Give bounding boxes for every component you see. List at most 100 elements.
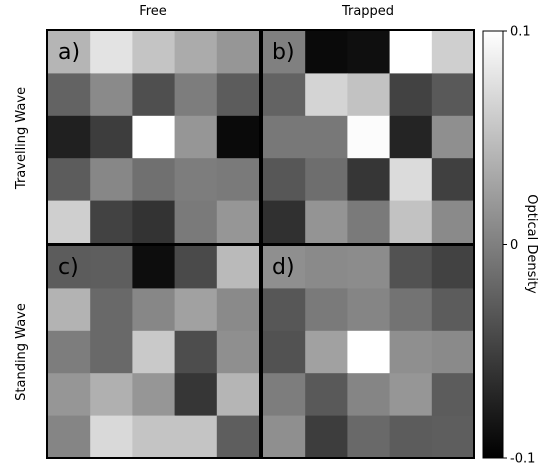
cell-a-r4-c1 [90, 200, 133, 244]
cell-b-r0-c1 [305, 31, 348, 74]
column-title-trapped: Trapped [341, 4, 394, 19]
cell-c-r4-c3 [174, 415, 218, 459]
cell-c-r2-c3 [174, 330, 218, 374]
cell-a-r2-c2 [132, 115, 176, 159]
cell-d-r3-c2 [347, 373, 391, 417]
panel-label-c: c) [58, 255, 79, 280]
cell-d-r3-c4 [431, 373, 475, 417]
cell-a-r3-c1 [90, 158, 133, 202]
row-title-travelling-wave: Travelling Wave [14, 87, 29, 190]
cell-b-r2-c1 [305, 115, 348, 159]
cell-d-r0-c4 [431, 246, 475, 289]
cell-a-r3-c0 [48, 158, 91, 202]
cell-d-r1-c1 [305, 288, 348, 332]
column-title-free: Free [139, 4, 167, 19]
cell-a-r0-c3 [174, 31, 218, 74]
colorbar-tick-label-2: -0.1 [510, 452, 535, 467]
cell-d-r0-c2 [347, 246, 391, 289]
cell-a-r4-c0 [48, 200, 91, 244]
cell-d-r4-c2 [347, 415, 391, 459]
cell-d-r0-c1 [305, 246, 348, 289]
cell-a-r4-c2 [132, 200, 176, 244]
panel-label-a: a) [58, 40, 80, 65]
cell-d-r2-c4 [431, 330, 475, 374]
cell-d-r4-c4 [431, 415, 475, 459]
panel-label-d: d) [272, 255, 295, 280]
colorbar-tick-label-1: 0 [510, 238, 518, 253]
cell-c-r3-c2 [132, 373, 176, 417]
cell-b-r1-c0 [263, 73, 306, 117]
cell-d-r4-c0 [263, 415, 306, 459]
cell-c-r2-c0 [48, 330, 91, 374]
cell-a-r2-c4 [216, 115, 260, 159]
cell-c-r1-c4 [216, 288, 260, 332]
cell-c-r3-c4 [216, 373, 260, 417]
panel-frame-c [46, 244, 261, 459]
cell-c-r3-c1 [90, 373, 133, 417]
row-title-standing-wave: Standing Wave [14, 303, 29, 401]
cell-d-r3-c1 [305, 373, 348, 417]
cell-c-r2-c2 [132, 330, 176, 374]
cell-d-r1-c0 [263, 288, 306, 332]
cell-d-r1-c4 [431, 288, 475, 332]
cell-d-r2-c1 [305, 330, 348, 374]
cell-c-r4-c2 [132, 415, 176, 459]
cell-a-r1-c3 [174, 73, 218, 117]
cell-c-r4-c4 [216, 415, 260, 459]
cell-b-r2-c4 [431, 115, 475, 159]
colorbar-ticks: 0.1 0 -0.1 [503, 25, 535, 467]
cell-c-r0-c3 [174, 246, 218, 289]
cell-a-r1-c4 [216, 73, 260, 117]
cell-c-r1-c3 [174, 288, 218, 332]
cell-b-r0-c3 [389, 31, 433, 74]
cell-d-r4-c1 [305, 415, 348, 459]
cell-b-r0-c0 [263, 31, 306, 74]
panel-frame-d [261, 244, 475, 459]
cell-c-r1-c1 [90, 288, 133, 332]
cell-a-r1-c2 [132, 73, 176, 117]
cell-b-r3-c2 [347, 158, 391, 202]
panel-label-b: b) [272, 40, 295, 65]
cell-d-r0-c0 [263, 246, 306, 289]
cell-a-r3-c4 [216, 158, 260, 202]
cell-b-r4-c3 [389, 200, 433, 244]
panel-frames [46, 29, 475, 459]
cell-b-r2-c3 [389, 115, 433, 159]
cell-d-r3-c3 [389, 373, 433, 417]
cell-b-r1-c1 [305, 73, 348, 117]
cell-c-r2-c1 [90, 330, 133, 374]
cell-c-r3-c3 [174, 373, 218, 417]
cell-a-r3-c2 [132, 158, 176, 202]
cell-a-r2-c3 [174, 115, 218, 159]
cell-c-r0-c0 [48, 246, 91, 289]
cell-d-r2-c2 [347, 330, 391, 374]
cell-b-r3-c4 [431, 158, 475, 202]
cell-a-r0-c4 [216, 31, 260, 74]
cell-b-r1-c3 [389, 73, 433, 117]
cell-b-r4-c0 [263, 200, 306, 244]
cell-a-r4-c4 [216, 200, 260, 244]
cell-a-r0-c2 [132, 31, 176, 74]
cell-b-r0-c2 [347, 31, 391, 74]
cell-b-r3-c0 [263, 158, 306, 202]
cell-b-r4-c4 [431, 200, 475, 244]
cell-d-r3-c0 [263, 373, 306, 417]
cell-c-r1-c0 [48, 288, 91, 332]
cell-b-r4-c1 [305, 200, 348, 244]
cell-c-r4-c0 [48, 415, 91, 459]
cell-b-r0-c4 [431, 31, 475, 74]
cell-c-r0-c1 [90, 246, 133, 289]
cell-d-r4-c3 [389, 415, 433, 459]
cell-b-r3-c3 [389, 158, 433, 202]
cell-a-r1-c0 [48, 73, 91, 117]
cell-c-r0-c2 [132, 246, 176, 289]
cell-b-r2-c0 [263, 115, 306, 159]
cell-a-r0-c0 [48, 31, 91, 74]
cell-a-r2-c1 [90, 115, 133, 159]
cell-a-r3-c3 [174, 158, 218, 202]
cell-a-r1-c1 [90, 73, 133, 117]
cell-c-r0-c4 [216, 246, 260, 289]
cell-a-r2-c0 [48, 115, 91, 159]
cell-d-r1-c2 [347, 288, 391, 332]
